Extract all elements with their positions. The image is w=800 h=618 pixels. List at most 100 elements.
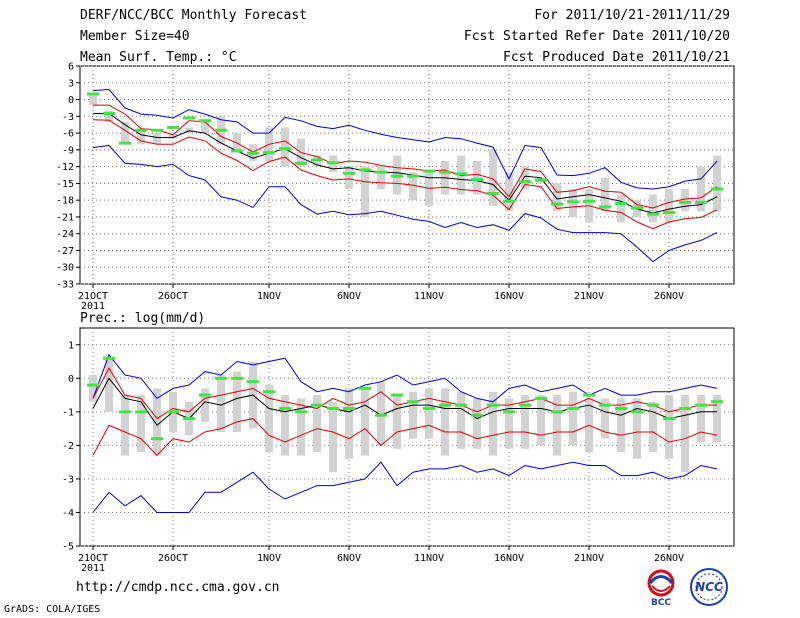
prec-range-bar-4 — [153, 388, 161, 456]
prec-obs-mark-14 — [311, 403, 323, 407]
temp-range-bar-27 — [521, 166, 529, 189]
prec-obs-mark-28 — [535, 396, 547, 400]
temp-obs-mark-7 — [199, 119, 211, 123]
temp-range-bar-17 — [361, 166, 369, 217]
prec-range-bar-29 — [553, 395, 561, 456]
temp-range-bar-1 — [105, 110, 113, 122]
temp-obs-mark-30 — [567, 200, 579, 204]
prec-range-bar-33 — [617, 398, 625, 453]
temp-series-upper-line — [93, 104, 718, 209]
prec-range-bar-9 — [233, 371, 241, 432]
variable-label: Mean Surf. Temp.: °C — [80, 50, 237, 65]
prec-range-bar-18 — [377, 381, 385, 446]
prec-obs-mark-31 — [583, 393, 595, 397]
bcc-logo-text: BCC — [651, 598, 671, 608]
temp-range-bar-5 — [169, 133, 177, 139]
temp-obs-mark-15 — [327, 161, 339, 165]
temp-series-mean-line — [93, 113, 718, 214]
temp-range-bar-4 — [153, 133, 161, 145]
temp-obs-mark-16 — [343, 171, 355, 175]
temp-xtick-label-1: 26OCT — [158, 291, 188, 302]
temp-xtick-label-6: 21NOV — [574, 291, 604, 302]
temp-obs-mark-37 — [679, 200, 691, 204]
prec-xtick-label-7: 26NOV — [654, 553, 684, 564]
prec-range-bar-22 — [441, 388, 449, 456]
prec-xtick-label-1: 26OCT — [158, 553, 188, 564]
temp-xtick-sub-0: 2011 — [81, 301, 105, 312]
temp-obs-mark-11 — [263, 151, 275, 155]
temp-ytick-label-5: -9 — [62, 145, 74, 156]
precip-panel-title: Prec.: log(mm/d) — [80, 311, 205, 326]
prec-range-bar-16 — [345, 388, 353, 459]
prec-obs-mark-29 — [551, 410, 563, 414]
prec-obs-mark-20 — [407, 400, 419, 404]
temp-obs-mark-18 — [375, 170, 387, 174]
prec-range-bar-25 — [489, 391, 497, 456]
prec-range-bar-15 — [329, 401, 337, 473]
ncc-logo: NCC — [690, 568, 728, 606]
temp-range-bar-20 — [409, 172, 417, 201]
temp-ytick-label-9: -21 — [56, 212, 74, 223]
prec-obs-mark-0 — [87, 383, 99, 387]
temp-range-bar-26 — [505, 172, 513, 212]
temp-range-bar-0 — [89, 93, 97, 106]
prec-range-bar-0 — [89, 374, 97, 402]
temp-obs-mark-21 — [423, 169, 435, 173]
temp-ytick-label-4: -6 — [62, 129, 74, 140]
prec-range-bar-19 — [393, 395, 401, 449]
temp-range-bar-16 — [345, 166, 353, 189]
prec-obs-mark-37 — [679, 406, 691, 410]
prec-range-bar-12 — [281, 395, 289, 456]
temp-obs-mark-28 — [535, 178, 547, 182]
temp-series-max-line — [92, 88, 718, 190]
temp-range-bar-37 — [681, 188, 689, 212]
forecast-period: For 2011/10/21-2011/11/29 — [534, 8, 730, 23]
temp-range-bar-29 — [553, 183, 561, 212]
temp-obs-mark-3 — [135, 128, 147, 132]
header-left: DERF/NCC/BCC Monthly Forecast Member Siz… — [80, 6, 307, 69]
prec-ytick-label-2: -1 — [62, 407, 74, 418]
temp-obs-mark-17 — [359, 168, 371, 172]
temp-obs-mark-38 — [695, 200, 707, 204]
prec-range-bar-32 — [601, 398, 609, 439]
prec-range-bar-36 — [665, 395, 673, 459]
temp-obs-mark-29 — [551, 202, 563, 206]
prec-series-lower-line — [92, 418, 718, 457]
temp-obs-mark-13 — [295, 161, 307, 165]
temp-ytick-label-1: 3 — [68, 78, 74, 89]
temp-obs-mark-9 — [231, 149, 243, 153]
temp-obs-mark-32 — [599, 205, 611, 209]
temp-plot-frame — [79, 65, 735, 285]
temp-ytick-label-3: -3 — [62, 112, 74, 123]
prec-obs-mark-32 — [599, 403, 611, 407]
prec-ytick-label-3: -2 — [62, 441, 74, 452]
prec-range-bar-37 — [681, 395, 689, 473]
temp-xtick-label-4: 11NOV — [414, 291, 444, 302]
temp-series-lower-line — [92, 119, 718, 230]
prec-obs-mark-7 — [199, 393, 211, 397]
temp-range-bar-32 — [601, 177, 609, 212]
prec-obs-mark-16 — [343, 406, 355, 410]
start-date: Fcst Started Refer Date 2011/10/20 — [463, 29, 730, 44]
prec-obs-mark-21 — [423, 406, 435, 410]
prec-obs-mark-35 — [647, 403, 659, 407]
prec-obs-mark-1 — [103, 356, 115, 360]
prec-obs-mark-11 — [263, 390, 275, 394]
prec-ytick-label-6: -5 — [62, 542, 74, 553]
temp-range-bar-6 — [185, 127, 193, 134]
temp-obs-mark-33 — [615, 202, 627, 206]
temp-obs-mark-35 — [647, 212, 659, 216]
grads-credit: GrADS: COLA/IGES — [4, 604, 101, 615]
temp-obs-mark-20 — [407, 174, 419, 178]
temp-obs-mark-8 — [215, 128, 227, 132]
temp-range-bar-35 — [649, 194, 657, 223]
website-url[interactable]: http://cmdp.ncc.cma.gov.cn — [76, 580, 280, 595]
temp-ytick-label-11: -27 — [56, 246, 74, 257]
prec-range-bar-7 — [201, 388, 209, 422]
temp-range-bar-38 — [697, 166, 705, 212]
temp-obs-mark-12 — [279, 147, 291, 151]
temp-range-bar-9 — [233, 133, 241, 150]
temp-obs-mark-31 — [583, 199, 595, 203]
temp-obs-mark-1 — [103, 112, 115, 116]
